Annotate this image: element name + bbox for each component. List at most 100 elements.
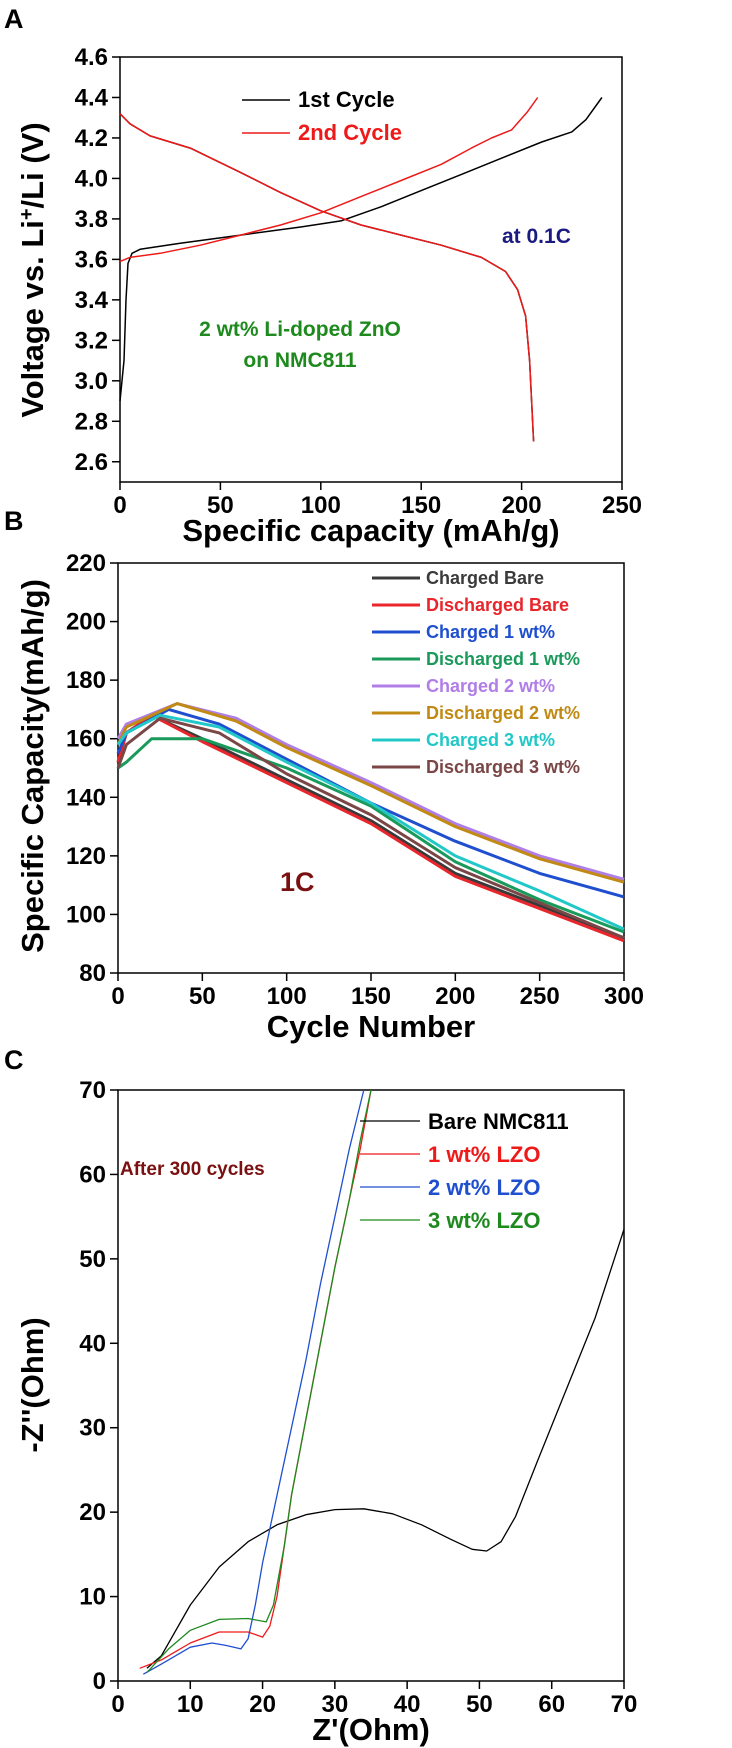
series-line-2nd-cycle-discharge <box>119 113 535 442</box>
x-tick-label: 50 <box>189 983 216 1010</box>
x-tick-label: 60 <box>538 1691 565 1718</box>
series-line-charged-2-wt <box>116 702 625 881</box>
annotation-material-line2: on NMC811 <box>243 349 357 372</box>
legend-label-1wt-lzo: 1 wt% LZO <box>428 1142 540 1167</box>
annotation-rate-1c: 1C <box>280 867 315 897</box>
panel-b-legend: Charged Bare Discharged Bare Charged 1 w… <box>372 568 580 777</box>
y-tick-label: 2.6 <box>75 449 108 476</box>
panel-b-y-label: Specific Capacity(mAh/g) <box>15 579 50 953</box>
legend-label-charged-2wt: Charged 2 wt% <box>426 676 555 696</box>
panel-c-ticks: 0 10 20 30 40 50 60 70 0 10 20 30 40 50 60 70 <box>79 1077 637 1718</box>
panel-b-x-label: Cycle Number <box>267 1009 475 1044</box>
panel-a-y-label: Voltage vs. Li+/Li (V) <box>15 122 50 417</box>
y-tick-label: 4.0 <box>75 165 108 192</box>
x-tick-label: 150 <box>351 983 391 1010</box>
x-tick-label: 0 <box>111 983 124 1010</box>
y-tick-label: 0 <box>93 1668 106 1695</box>
panel-c-legend: Bare NMC811 1 wt% LZO 2 wt% LZO 3 wt% LZ… <box>360 1109 569 1233</box>
series-line-2nd-cycle-charge <box>119 97 539 263</box>
legend-label-2nd-cycle: 2nd Cycle <box>298 120 402 145</box>
y-tick-label: 80 <box>79 960 106 987</box>
y-tick-label: 180 <box>66 667 106 694</box>
x-tick-label: 100 <box>301 492 341 519</box>
legend-label-discharged-bare: Discharged Bare <box>426 595 569 615</box>
y-tick-label: 200 <box>66 609 106 636</box>
legend-label-bare-nmc811: Bare NMC811 <box>428 1109 569 1134</box>
y-tick-label: 10 <box>79 1584 106 1611</box>
x-tick-label: 40 <box>394 1691 421 1718</box>
annotation-after-cycles: After 300 cycles <box>120 1159 265 1180</box>
series-line-discharged-3-wt <box>116 716 625 940</box>
panel-a-frame <box>119 56 623 483</box>
y-tick-label: 140 <box>66 784 106 811</box>
y-tick-label: 4.2 <box>75 125 108 152</box>
x-tick-label: 250 <box>520 983 560 1010</box>
panel-b-ticks: 0 50 100 150 200 250 300 80 100 120 140 160 180 200 22… <box>66 550 644 1010</box>
y-tick-label: 120 <box>66 843 106 870</box>
legend-label-2wt-lzo: 2 wt% LZO <box>428 1175 540 1200</box>
x-tick-label: 200 <box>502 492 542 519</box>
panel-a-legend: 1st Cycle 2nd Cycle <box>242 87 402 145</box>
panel-c: C 0 10 20 30 40 50 60 70 0 10 20 30 40 50 60 70 Z'(Ohm)… <box>4 1045 637 1747</box>
legend-label-discharged-1wt: Discharged 1 wt% <box>426 649 580 669</box>
annotation-material-line1: 2 wt% Li-doped ZnO <box>199 318 401 341</box>
legend-label-3wt-lzo: 3 wt% LZO <box>428 1208 540 1233</box>
panel-c-y-label: -Z''(Ohm) <box>15 1317 50 1452</box>
y-tick-label: 3.6 <box>75 246 108 273</box>
panel-a: A 0 50 100 150 200 250 2.6 2.8 3.0 3.2 3.4 3.6 3.8 4.… <box>4 4 642 548</box>
series-line-2-wt-lzo <box>142 1089 365 1675</box>
series-line-charged-3-wt <box>116 713 625 931</box>
series-line-3-wt-lzo <box>146 1089 372 1674</box>
panel-c-series <box>139 1089 625 1675</box>
series-line-discharged-2-wt <box>116 702 625 884</box>
y-tick-label: 30 <box>79 1415 106 1442</box>
legend-label-charged-bare: Charged Bare <box>426 568 544 588</box>
x-tick-label: 10 <box>177 1691 204 1718</box>
y-tick-label: 3.4 <box>75 287 109 314</box>
x-tick-label: 0 <box>113 492 126 519</box>
panel-a-x-label: Specific capacity (mAh/g) <box>182 513 559 548</box>
x-tick-label: 100 <box>267 983 307 1010</box>
y-tick-label: 40 <box>79 1330 106 1357</box>
x-tick-label: 250 <box>602 492 642 519</box>
y-tick-label: 2.8 <box>75 408 108 435</box>
panel-letter-c: C <box>4 1045 24 1075</box>
series-line-1st-cycle-charge <box>119 97 603 402</box>
y-tick-label: 50 <box>79 1246 106 1273</box>
x-tick-label: 20 <box>249 1691 276 1718</box>
legend-label-discharged-3wt: Discharged 3 wt% <box>426 757 580 777</box>
annotation-rate: at 0.1C <box>502 225 571 248</box>
panel-letter-b: B <box>4 506 24 536</box>
y-tick-label: 60 <box>79 1161 106 1188</box>
x-tick-label: 0 <box>111 1691 124 1718</box>
y-tick-label: 160 <box>66 726 106 753</box>
y-tick-label: 4.4 <box>75 84 109 111</box>
legend-label-discharged-2wt: Discharged 2 wt% <box>426 703 580 723</box>
panel-b: B 0 50 100 150 200 250 300 80 100 120 140 160 180 200… <box>4 506 644 1044</box>
panel-c-x-label: Z'(Ohm) <box>312 1712 430 1747</box>
legend-label-charged-3wt: Charged 3 wt% <box>426 730 555 750</box>
panel-b-series <box>116 702 625 943</box>
panel-letter-a: A <box>4 4 24 34</box>
y-tick-label: 3.0 <box>75 368 108 395</box>
y-tick-label: 4.6 <box>75 44 108 71</box>
y-tick-label: 20 <box>79 1499 106 1526</box>
y-tick-label: 3.8 <box>75 206 108 233</box>
x-tick-label: 50 <box>207 492 234 519</box>
y-tick-label: 70 <box>79 1077 106 1104</box>
x-tick-label: 200 <box>435 983 475 1010</box>
series-line-discharged-1-wt <box>117 737 625 934</box>
panel-a-series <box>119 97 603 442</box>
x-tick-label: 70 <box>611 1691 638 1718</box>
x-tick-label: 50 <box>466 1691 493 1718</box>
x-tick-label: 300 <box>604 983 644 1010</box>
legend-label-charged-1wt: Charged 1 wt% <box>426 622 555 642</box>
legend-label-1st-cycle: 1st Cycle <box>298 87 395 112</box>
panel-a-ticks: 0 50 100 150 200 250 2.6 2.8 3.0 3.2 3.4 3.6 3.8 4.0 4… <box>75 44 642 519</box>
x-tick-label: 150 <box>401 492 441 519</box>
y-tick-label: 220 <box>66 550 106 577</box>
y-tick-label: 3.2 <box>75 327 108 354</box>
series-line-bare-nmc811 <box>146 1229 625 1669</box>
series-line-1st-cycle-discharge <box>119 113 535 442</box>
